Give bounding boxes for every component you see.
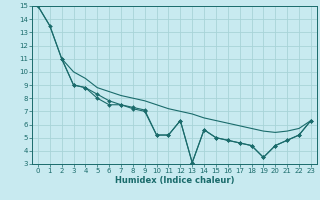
X-axis label: Humidex (Indice chaleur): Humidex (Indice chaleur) [115,176,234,185]
